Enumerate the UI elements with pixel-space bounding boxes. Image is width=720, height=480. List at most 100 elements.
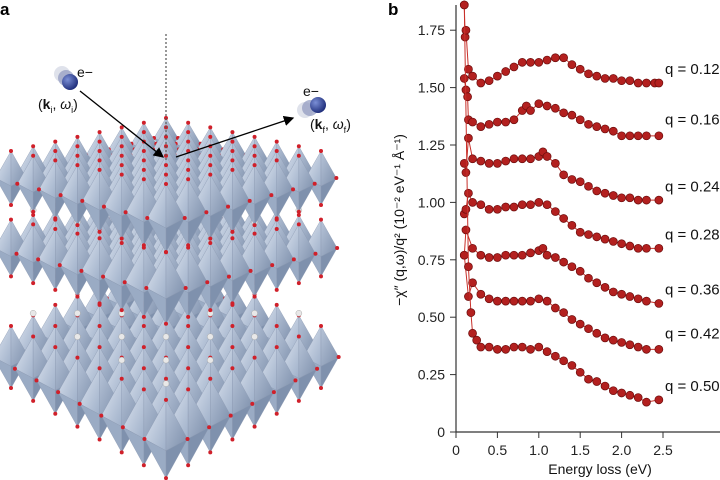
x-axis-label: Energy loss (eV): [548, 461, 651, 477]
oxygen-atom: [164, 134, 168, 139]
data-point: [493, 71, 502, 81]
data-point: [526, 154, 535, 164]
data-point: [642, 344, 651, 354]
incident-state-label: (ki, ωi): [38, 96, 78, 115]
omega-symbol: ω: [60, 96, 72, 112]
data-point: [493, 159, 502, 168]
oxygen-atom: [296, 209, 301, 214]
oxygen-atom: [186, 387, 191, 392]
oxygen-atom: [9, 217, 13, 222]
data-point: [567, 361, 577, 370]
data-point: [608, 191, 618, 200]
oxygen-atom: [205, 280, 210, 285]
data-point: [461, 25, 471, 35]
data-point: [633, 195, 643, 205]
cation-atom: [118, 356, 125, 364]
series-group: [459, 0, 664, 407]
oxygen-atom: [230, 229, 235, 234]
data-point: [654, 131, 664, 141]
series-label: q = 0.24: [665, 178, 720, 195]
data-point: [484, 204, 494, 214]
oxygen-atom: [31, 398, 36, 403]
data-point: [559, 170, 568, 180]
data-point: [575, 115, 585, 125]
oxygen-atom: [97, 139, 102, 144]
octahedron: [145, 182, 187, 254]
oxygen-atom: [230, 366, 235, 371]
data-point: [633, 131, 643, 141]
oxygen-atom: [97, 301, 102, 306]
data-point: [509, 202, 519, 212]
data-point: [608, 74, 618, 83]
oxygen-atom: [296, 334, 301, 339]
data-point: [534, 99, 544, 109]
oxygen-atom: [97, 345, 102, 350]
oxygen-atom: [252, 223, 257, 228]
data-point: [575, 177, 585, 187]
y-tick-label: 0.75: [418, 252, 445, 268]
oxygen-atom: [36, 257, 41, 262]
data-point: [542, 296, 552, 306]
oxygen-atom: [97, 167, 102, 172]
oxygen-atom: [56, 390, 61, 395]
data-point: [584, 181, 593, 191]
data-point: [567, 60, 577, 69]
octahedron: [190, 172, 231, 241]
data-point: [567, 110, 577, 120]
y-tick-label: 0.25: [418, 367, 445, 383]
oxygen-atom: [53, 139, 58, 144]
data-point: [625, 131, 635, 141]
x-tick-label: 1.0: [529, 442, 549, 458]
oxygen-atom: [31, 222, 36, 227]
oxygen-atom: [141, 149, 146, 153]
data-point: [559, 214, 568, 223]
oxygen-atom: [9, 203, 13, 207]
oxygen-atom: [119, 236, 124, 241]
data-point: [526, 200, 535, 210]
k-symbol: k: [42, 96, 51, 112]
oxygen-atom: [53, 323, 58, 328]
oxygen-atom: [208, 376, 213, 381]
data-point: [625, 390, 635, 400]
series-050: [459, 0, 664, 407]
data-point: [592, 278, 602, 288]
oxygen-atom: [75, 153, 80, 158]
series-line: [463, 4, 659, 84]
data-point: [567, 262, 577, 272]
oxygen-atom: [122, 280, 127, 285]
oxygen-atom: [53, 158, 58, 163]
oxygen-atom: [182, 216, 187, 220]
oxygen-atom: [274, 287, 279, 292]
oxygen-atom: [319, 149, 323, 153]
data-point: [463, 92, 472, 102]
data-point: [542, 152, 552, 161]
oxygen-atom: [119, 450, 124, 455]
oxygen-atom: [252, 153, 257, 158]
oxygen-atom: [186, 120, 191, 125]
series-024: [459, 133, 664, 205]
data-point: [633, 243, 643, 253]
incident-electron-icon: [54, 66, 78, 90]
series-label: q = 0.28: [665, 227, 720, 244]
oxygen-atom: [208, 134, 213, 139]
oxygen-atom: [319, 323, 323, 328]
data-point: [633, 294, 643, 304]
oxygen-atom: [120, 425, 125, 430]
oxygen-atom: [141, 463, 146, 468]
y-tick-label: 0: [437, 424, 445, 440]
oxygen-atom: [141, 366, 146, 371]
oxygen-atom: [291, 257, 296, 262]
oxygen-atom: [119, 153, 124, 158]
cation-atom: [118, 333, 125, 340]
data-point: [551, 159, 560, 168]
x-tick-label: 2.5: [653, 442, 673, 458]
cation-atom: [207, 333, 214, 340]
oxygen-atom: [12, 366, 17, 371]
oxygen-atom: [313, 251, 318, 256]
oxygen-atom: [31, 212, 36, 217]
oxygen-atom: [101, 204, 106, 209]
data-point: [468, 328, 477, 338]
data-point: [575, 64, 585, 74]
oxygen-atom: [230, 323, 235, 328]
oxygen-atom: [319, 386, 323, 391]
